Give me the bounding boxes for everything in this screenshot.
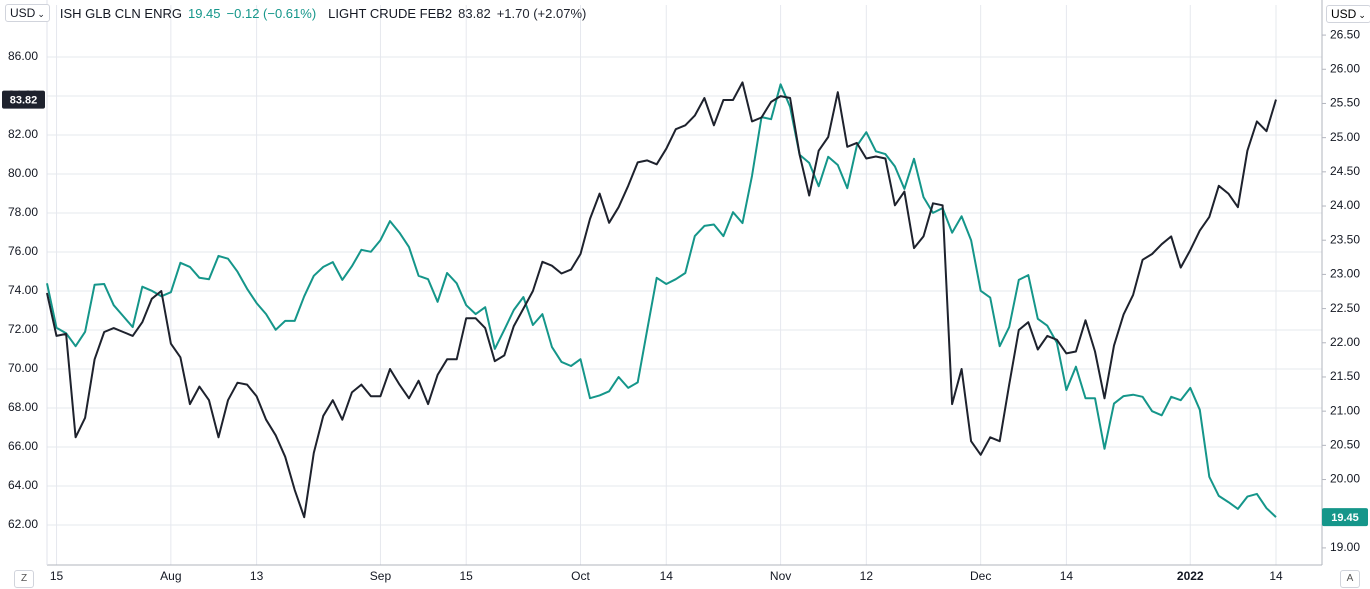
y-tick-label: 70.00: [8, 361, 38, 375]
x-tick-label: Dec: [970, 569, 991, 583]
price-badge-label: 19.45: [1331, 512, 1359, 524]
y2-tick-label: 20.00: [1330, 472, 1360, 486]
change: +1.70 (+2.07%): [496, 5, 587, 21]
y-tick-label: 80.00: [8, 166, 38, 180]
price-badge-label: 83.82: [10, 94, 38, 106]
y2-tick-label: 26.00: [1330, 61, 1360, 75]
x-tick-label: 14: [660, 569, 674, 583]
x-tick-label: Nov: [770, 569, 791, 583]
zoom-button[interactable]: Z: [14, 570, 34, 588]
x-tick-label: 2022: [1177, 569, 1204, 583]
y2-tick-label: 23.50: [1330, 232, 1360, 246]
currency-button[interactable]: USD: [5, 4, 50, 22]
y2-tick-label: 19.00: [1330, 540, 1360, 554]
y-tick-label: 78.00: [8, 205, 38, 219]
y-tick-label: 62.00: [8, 517, 38, 531]
last-value: 83.82: [458, 5, 491, 21]
x-tick-label: 13: [250, 569, 264, 583]
x-tick-label: 15: [460, 569, 474, 583]
series-line: [46, 81, 1277, 519]
y-tick-label: 68.00: [8, 400, 38, 414]
y2-tick-label: 20.50: [1330, 438, 1360, 452]
series-name: ISH GLB CLN ENRG: [59, 5, 182, 21]
y2-tick-label: 23.00: [1330, 267, 1360, 281]
y2-tick-label: 21.50: [1330, 369, 1360, 383]
x-tick-label: Aug: [160, 569, 181, 583]
y-tick-label: 82.00: [8, 127, 38, 141]
y2-tick-label: 24.50: [1330, 164, 1360, 178]
y2-tick-label: 21.00: [1330, 403, 1360, 417]
legend: USD ISH GLB CLN ENRG 19.45 −0.12 (−0.61%…: [0, 4, 592, 22]
currency-button[interactable]: USD: [1326, 5, 1370, 23]
y2-tick-label: 26.50: [1330, 27, 1360, 41]
series-name: LIGHT CRUDE FEB2: [328, 5, 453, 21]
y2-tick-label: 22.50: [1330, 301, 1360, 315]
last-value: 19.45: [187, 5, 221, 21]
y2-tick-label: 22.00: [1330, 335, 1360, 349]
x-tick-label: 14: [1269, 569, 1283, 583]
y-tick-label: 86.00: [8, 49, 38, 63]
series-line: [46, 83, 1277, 518]
y-tick-label: 76.00: [8, 244, 38, 258]
y-tick-label: 74.00: [8, 283, 38, 297]
y-tick-label: 66.00: [8, 439, 38, 453]
y2-tick-label: 25.50: [1330, 96, 1360, 110]
x-tick-label: 12: [860, 569, 874, 583]
y-tick-label: 72.00: [8, 322, 38, 336]
x-tick-label: Oct: [571, 569, 590, 583]
y2-tick-label: 24.00: [1330, 198, 1360, 212]
x-tick-label: Sep: [370, 569, 392, 583]
y2-tick-label: 25.00: [1330, 130, 1360, 144]
auto-button[interactable]: A: [1340, 570, 1360, 588]
change: −0.12 (−0.61%): [226, 5, 317, 21]
price-badge: [2, 90, 45, 109]
y-tick-label: 64.00: [8, 478, 38, 492]
x-tick-label: 15: [50, 569, 64, 583]
price-badge: [1322, 508, 1368, 527]
x-tick-label: 14: [1060, 569, 1074, 583]
